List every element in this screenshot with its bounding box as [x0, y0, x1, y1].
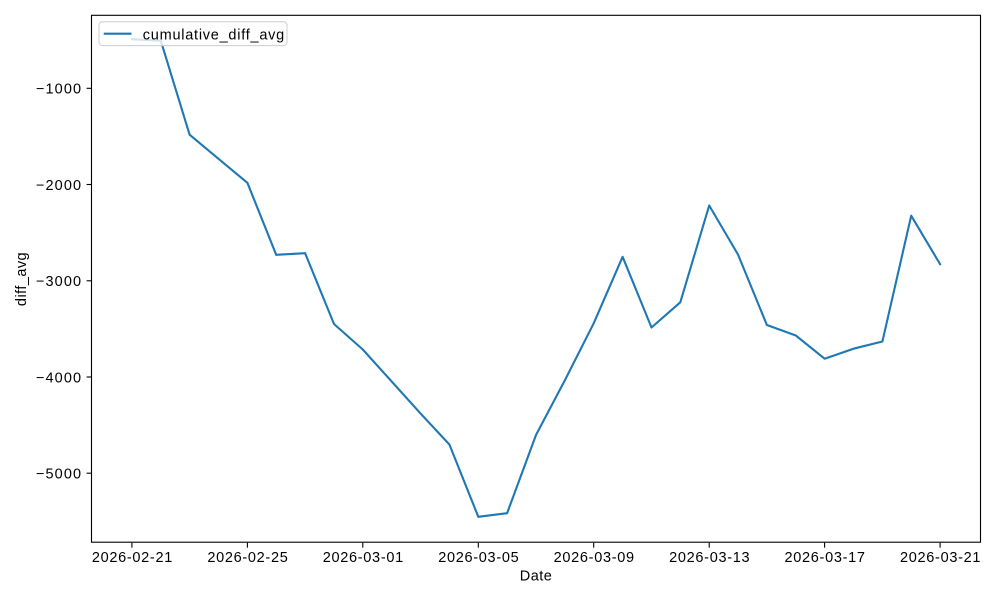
svg-text:−3000: −3000 — [36, 274, 82, 290]
svg-text:2026-03-17: 2026-03-17 — [785, 550, 866, 566]
svg-text:2026-03-05: 2026-03-05 — [438, 550, 519, 566]
svg-text:2026-03-13: 2026-03-13 — [669, 550, 750, 566]
svg-text:2026-03-09: 2026-03-09 — [554, 550, 635, 566]
svg-text:diff_avg: diff_avg — [14, 252, 30, 306]
svg-text:−5000: −5000 — [36, 467, 82, 483]
svg-text:2026-02-21: 2026-02-21 — [92, 550, 173, 566]
svg-text:2026-03-21: 2026-03-21 — [900, 550, 981, 566]
svg-text:2026-03-01: 2026-03-01 — [323, 550, 404, 566]
svg-text:−1000: −1000 — [36, 82, 82, 98]
svg-text:−4000: −4000 — [36, 370, 82, 386]
svg-text:−2000: −2000 — [36, 178, 82, 194]
svg-text:cumulative_diff_avg: cumulative_diff_avg — [143, 28, 285, 44]
svg-text:2026-02-25: 2026-02-25 — [207, 550, 288, 566]
svg-text:Date: Date — [520, 569, 552, 585]
